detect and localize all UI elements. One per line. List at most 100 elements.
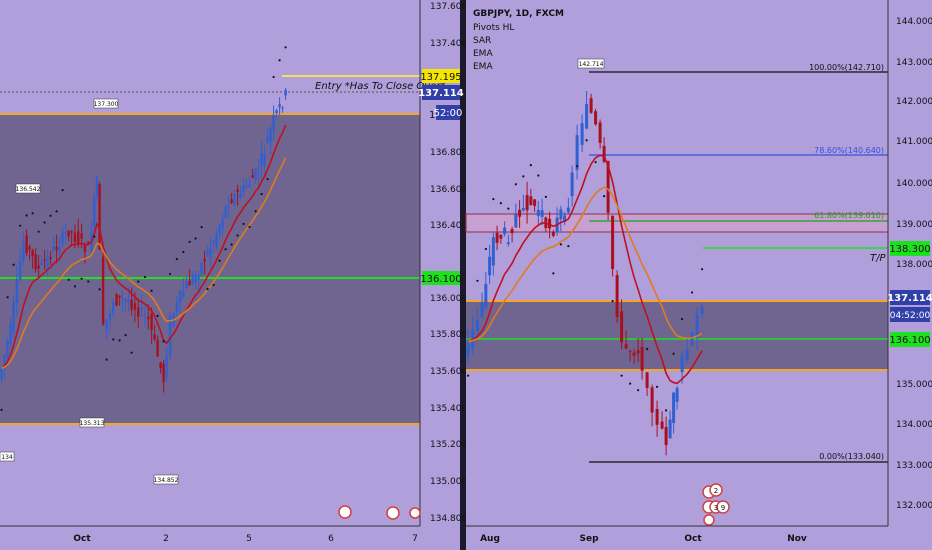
candle-body	[25, 235, 28, 253]
candle-body	[628, 351, 632, 353]
candle-body	[503, 227, 507, 235]
right-price-axis[interactable]	[888, 0, 932, 526]
sar-dot	[646, 347, 649, 351]
candle-body	[87, 242, 90, 244]
candle-body	[272, 115, 275, 132]
candle-body	[575, 135, 579, 170]
sar-dot	[272, 75, 275, 79]
indicator-ema-1[interactable]: EMA	[473, 49, 493, 59]
time-tick-label: 7	[412, 534, 418, 544]
candle-body	[685, 349, 689, 360]
candle-body	[570, 172, 574, 197]
sar-dot	[507, 207, 510, 210]
pivot-label: 135.313	[80, 420, 105, 427]
price-tick-label: 142.000	[896, 97, 932, 107]
event-icon[interactable]	[703, 514, 715, 526]
sar-dot	[476, 279, 479, 282]
candle-body	[98, 184, 101, 250]
event-icon[interactable]	[338, 505, 352, 519]
right-time-axis[interactable]	[466, 526, 932, 550]
sar-dot	[544, 195, 547, 198]
left-green-price-label: 136.100	[420, 274, 461, 285]
candle-body	[615, 274, 619, 317]
left-emas	[1, 124, 287, 370]
pivot-box	[0, 451, 15, 462]
sar-dot	[656, 385, 659, 388]
candle-body	[147, 316, 150, 320]
price-tick-label: 136.800	[430, 148, 467, 158]
sar-dot	[67, 278, 70, 281]
sar-dot	[150, 289, 153, 292]
candle-body	[491, 237, 495, 266]
sar-dot	[12, 263, 15, 266]
candle-body	[159, 362, 162, 369]
candle-body	[95, 177, 99, 198]
candle-body	[269, 128, 272, 142]
candle-body	[209, 247, 212, 258]
candle-body	[137, 307, 140, 317]
candle-body	[175, 301, 179, 313]
symbol-title[interactable]: GBPJPY, 1D, FXCM	[473, 9, 564, 19]
left-zone	[0, 114, 420, 424]
candle-body	[40, 262, 43, 265]
candle-body	[263, 153, 266, 165]
candle-body	[484, 284, 488, 308]
candle-body	[156, 339, 159, 357]
candle-body	[559, 209, 563, 220]
sar-dot	[218, 259, 221, 262]
sar-dot	[31, 212, 34, 215]
candle-body	[664, 426, 668, 446]
pivot-label: 137.300	[94, 101, 119, 108]
candle-body	[28, 246, 31, 250]
candle-body	[540, 210, 544, 217]
candle-body	[602, 145, 606, 162]
entry-note: Entry *Has To Close Over*	[315, 81, 445, 92]
sar-dot	[576, 165, 579, 168]
sar-dot	[143, 275, 147, 279]
indicator-pivots[interactable]: Pivots HL	[473, 23, 514, 33]
candle-body	[521, 207, 525, 211]
sar-dot	[194, 237, 197, 240]
sar-dot	[499, 202, 502, 205]
price-tick-label: 137.600	[430, 2, 467, 12]
candle-body	[529, 196, 533, 205]
sar-dot	[87, 280, 90, 283]
candle-body	[242, 185, 245, 192]
right-plot-area[interactable]	[466, 0, 888, 526]
pivot-label: 136.542	[16, 186, 41, 193]
candle-body	[245, 186, 248, 188]
candle-body	[80, 233, 83, 239]
tp-label: T/P	[870, 253, 886, 264]
candle-body	[206, 249, 209, 255]
candle-body	[143, 315, 147, 317]
time-labels: Oct 2 5 6 7 Aug Sep Oct Nov	[73, 534, 807, 544]
sar-dot	[188, 240, 191, 243]
sar-dot	[130, 351, 133, 354]
candle-body	[636, 350, 640, 354]
candle-body	[680, 355, 684, 372]
event-icon[interactable]	[716, 500, 730, 514]
sar-dot	[175, 258, 178, 261]
candle-body	[544, 217, 548, 229]
candle-body	[185, 282, 188, 289]
indicator-sar[interactable]: SAR	[473, 36, 491, 46]
candle-body	[218, 224, 221, 233]
event-icon[interactable]	[709, 483, 723, 497]
sar-dot	[124, 333, 127, 337]
event-icon[interactable]	[409, 507, 421, 519]
candle-body	[112, 301, 115, 314]
event-icon[interactable]	[386, 506, 400, 520]
candle-body	[236, 189, 239, 192]
left-time-axis[interactable]	[0, 526, 460, 550]
left-last-price-label: 137.114	[418, 88, 464, 99]
candle-body	[197, 276, 200, 280]
candle-body	[650, 387, 654, 413]
candle-body	[254, 168, 257, 180]
candle-body	[248, 184, 251, 188]
left-green-price-tag	[422, 271, 460, 285]
candle-body	[518, 209, 522, 217]
sar-dot	[25, 214, 28, 217]
price-tick-label: 143.000	[896, 58, 932, 68]
indicator-ema-2[interactable]: EMA	[473, 62, 493, 72]
